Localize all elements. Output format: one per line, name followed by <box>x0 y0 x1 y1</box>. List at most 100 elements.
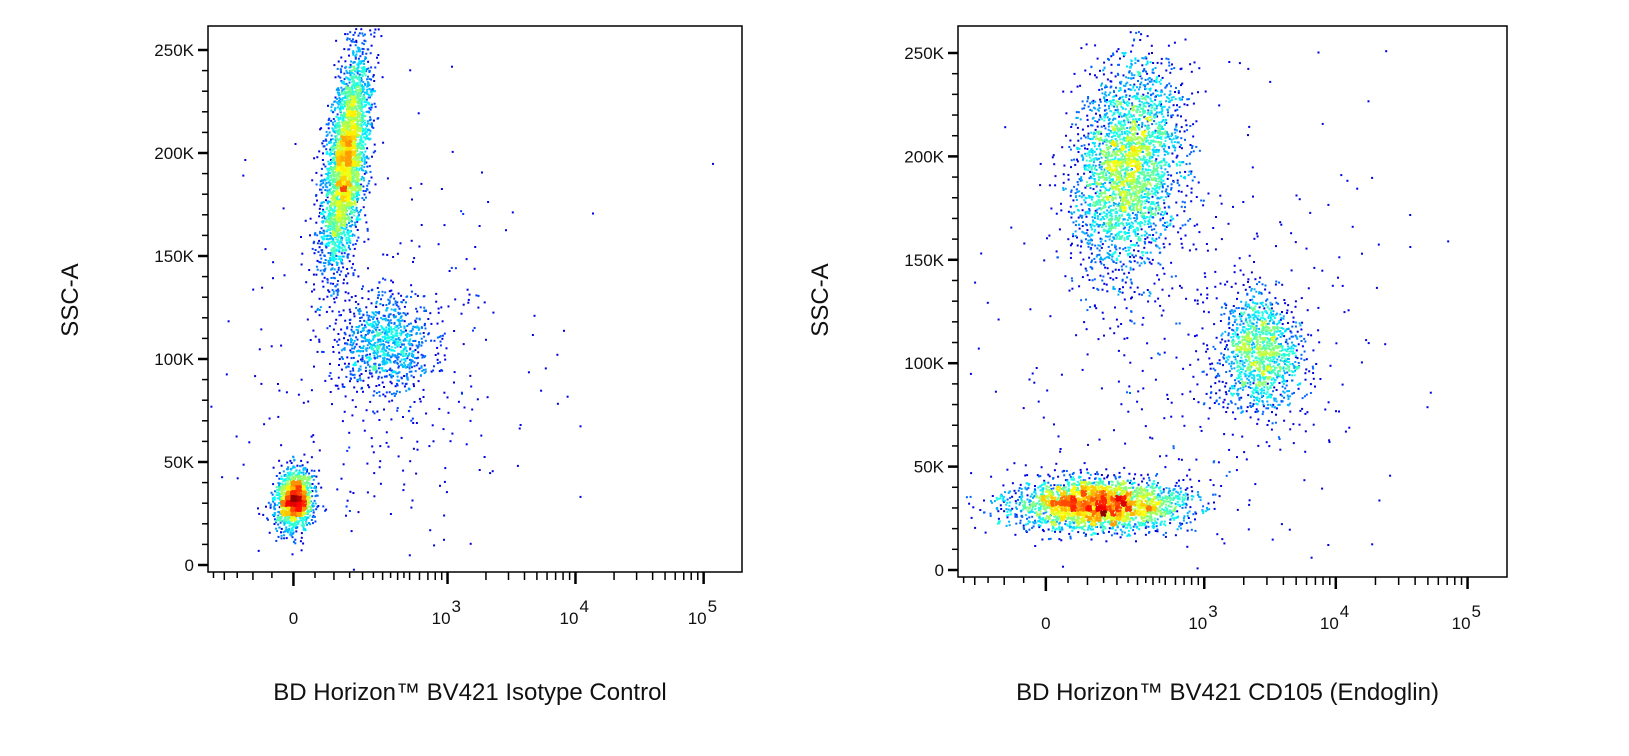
event-dot <box>337 255 340 258</box>
event-dot <box>355 328 358 331</box>
event-dot <box>373 350 376 353</box>
event-dot <box>352 115 354 117</box>
event-dot <box>378 466 381 469</box>
event-dot <box>362 285 364 288</box>
event-dot <box>416 346 419 349</box>
event-dot <box>342 232 345 234</box>
event-dot <box>345 241 348 244</box>
event-dot <box>308 269 311 271</box>
event-dot <box>296 464 299 467</box>
event-dot <box>293 517 295 520</box>
event-dot <box>353 312 356 315</box>
event-dot <box>388 325 391 328</box>
event-dot <box>318 239 321 242</box>
event-dot <box>343 362 346 365</box>
event-dot <box>369 108 372 111</box>
event-dot <box>356 110 359 113</box>
event-dot <box>340 173 343 176</box>
event-dot <box>331 289 334 291</box>
event-dot <box>373 367 376 370</box>
event-dot <box>308 478 311 481</box>
event-dot <box>381 360 384 363</box>
event-dot <box>348 219 351 222</box>
event-dot <box>327 263 330 266</box>
event-dot <box>489 472 492 475</box>
event-dot <box>261 286 264 289</box>
event-dot <box>297 478 300 480</box>
event-dot <box>416 362 419 365</box>
event-dot <box>394 326 397 329</box>
event-dot <box>320 227 323 230</box>
event-dot <box>326 327 329 330</box>
event-dot <box>310 500 313 503</box>
event-dot <box>334 209 336 212</box>
event-dot <box>336 157 339 160</box>
event-dot <box>398 344 400 347</box>
event-dot <box>350 95 353 98</box>
event-dot <box>382 343 385 346</box>
event-dot <box>385 362 388 365</box>
event-dot <box>244 159 247 161</box>
event-dot <box>350 179 353 182</box>
event-dot <box>350 266 353 269</box>
event-dot <box>386 177 389 180</box>
event-dot <box>357 104 360 107</box>
event-dot <box>357 85 360 88</box>
event-dot <box>384 395 387 398</box>
event-dot <box>343 131 346 134</box>
event-dot <box>320 257 323 260</box>
event-dot <box>371 155 373 158</box>
event-dot <box>385 349 388 352</box>
event-dot <box>357 164 360 167</box>
event-dot <box>347 339 350 342</box>
event-dot <box>347 121 350 124</box>
event-dot <box>327 244 330 247</box>
event-dot <box>306 461 309 464</box>
event-dot <box>423 335 426 338</box>
event-dot <box>354 157 357 160</box>
event-dot <box>306 504 309 507</box>
event-dot <box>337 376 340 379</box>
event-dot <box>419 306 422 309</box>
event-dot <box>346 229 349 232</box>
event-dot <box>288 510 291 513</box>
event-dot <box>439 361 442 364</box>
event-dot <box>329 225 332 228</box>
event-dot <box>362 136 365 139</box>
event-dot <box>416 345 419 348</box>
event-dot <box>411 417 414 420</box>
event-dot <box>322 208 325 211</box>
event-dot <box>316 494 319 497</box>
event-dot <box>412 260 414 263</box>
event-dot <box>319 128 322 131</box>
event-dot <box>316 242 319 245</box>
event-dot <box>325 246 328 249</box>
event-dot <box>344 173 347 176</box>
event-dot <box>406 366 409 369</box>
event-dot <box>312 440 315 443</box>
event-dot <box>329 168 332 171</box>
event-dot <box>358 123 361 126</box>
event-dot <box>353 161 355 164</box>
event-dot <box>408 367 411 370</box>
event-dot <box>287 531 289 534</box>
event-dot <box>304 488 307 491</box>
event-dot <box>335 175 338 178</box>
event-dot <box>361 297 364 300</box>
event-dot <box>360 138 363 141</box>
event-dot <box>350 103 353 106</box>
event-dot <box>400 332 403 335</box>
event-dot <box>410 352 413 355</box>
event-dot <box>340 140 343 143</box>
event-dot <box>287 516 290 519</box>
event-dot <box>335 129 338 132</box>
event-dot <box>387 335 390 338</box>
event-dot <box>337 201 340 204</box>
event-dot <box>338 152 341 155</box>
event-dot <box>319 180 322 183</box>
event-dot <box>433 365 435 368</box>
event-dot <box>288 524 291 527</box>
event-dot <box>366 491 369 494</box>
event-dot <box>338 229 341 232</box>
event-dot <box>328 306 331 309</box>
